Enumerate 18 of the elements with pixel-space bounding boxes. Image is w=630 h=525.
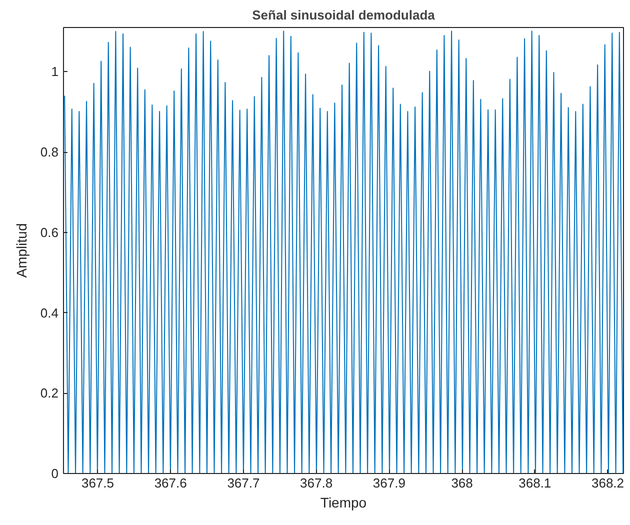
x-tick-label: 367.9 — [372, 476, 406, 490]
x-tick-label: 368.2 — [591, 476, 624, 490]
x-tick-label: 368.1 — [518, 476, 552, 490]
x-tick-label: 367.6 — [154, 476, 187, 490]
y-tick-label: 1 — [51, 64, 59, 80]
y-tick-label: 0.4 — [40, 305, 59, 320]
y-axis-title: Amplitud — [13, 223, 30, 278]
y-tick-label: 0.8 — [40, 144, 59, 160]
x-tick-label: 367.8 — [300, 476, 333, 490]
x-tick-label: 367.7 — [227, 476, 260, 490]
x-axis-title: Tiempo — [320, 494, 367, 510]
y-tick-label: 0.2 — [40, 386, 59, 401]
x-tick-label: 368 — [451, 476, 473, 490]
y-tick-label: 0 — [51, 466, 59, 481]
y-tick-label: 0.6 — [40, 224, 59, 240]
x-tick-label: 367.5 — [81, 476, 114, 490]
chart-title: Señal sinusoidal demodulada — [252, 8, 436, 22]
line-series — [64, 30, 624, 474]
